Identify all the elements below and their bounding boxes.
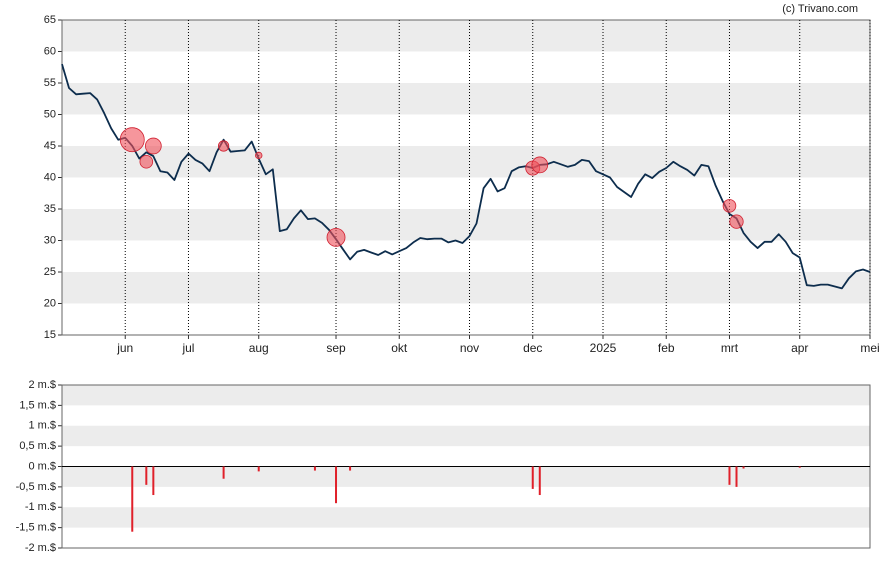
grid-band <box>62 425 870 447</box>
x-tick-label: nov <box>460 341 479 355</box>
bar <box>145 466 148 485</box>
y-tick-label: -0,5 m.$ <box>16 481 56 493</box>
x-tick-label: jul <box>181 341 194 355</box>
bubble <box>326 227 346 247</box>
grid-band <box>62 146 870 178</box>
y-tick-label: 30 <box>44 234 56 246</box>
bar <box>531 466 534 489</box>
bubble <box>144 137 162 155</box>
bubble <box>729 214 744 229</box>
x-tick-label: mei <box>860 341 879 355</box>
bubble <box>139 154 154 169</box>
y-tick-label: 1,5 m.$ <box>19 399 56 411</box>
y-tick-label: 0 m.$ <box>28 460 56 472</box>
y-tick-label: 40 <box>44 171 56 183</box>
bar <box>538 466 541 496</box>
y-tick-label: -2 m.$ <box>25 542 56 554</box>
bar <box>735 466 738 487</box>
y-tick-label: 50 <box>44 108 56 120</box>
x-tick-label: aug <box>249 341 269 355</box>
bubble <box>531 156 549 174</box>
y-tick-label: 15 <box>44 329 56 341</box>
bubble <box>722 199 737 213</box>
x-tick-label: feb <box>658 341 675 355</box>
grid-band <box>62 385 870 406</box>
grid-band <box>62 209 870 241</box>
grid-band <box>62 20 870 52</box>
x-tick-label: jun <box>116 341 133 355</box>
grid-band <box>62 507 870 528</box>
y-tick-label: 55 <box>44 77 56 89</box>
y-tick-label: 1 m.$ <box>28 420 56 432</box>
bar <box>798 466 801 468</box>
y-tick-label: -1,5 m.$ <box>16 522 56 534</box>
y-tick-label: -1 m.$ <box>25 501 56 513</box>
x-tick-label: dec <box>523 341 542 355</box>
plot-frame <box>61 19 871 336</box>
grid-band <box>62 83 870 115</box>
bar <box>728 466 731 485</box>
y-tick-label: 45 <box>44 140 56 152</box>
bar <box>349 466 352 471</box>
bar <box>131 466 134 532</box>
bar <box>313 466 316 471</box>
y-tick-label: 65 <box>44 14 56 26</box>
bar <box>335 466 338 504</box>
bar <box>742 466 745 469</box>
y-tick-label: 60 <box>44 45 56 57</box>
x-tick-label: sep <box>326 341 346 355</box>
y-tick-label: 0,5 m.$ <box>19 440 56 452</box>
credit: (c) Trivano.com <box>782 3 858 15</box>
y-tick-label: 20 <box>44 297 56 309</box>
grid-band <box>62 272 870 304</box>
x-tick-label: okt <box>391 341 408 355</box>
y-tick-label: 25 <box>44 266 56 278</box>
x-tick-label: mrt <box>721 341 739 355</box>
bubble <box>119 127 145 153</box>
grid-band <box>62 466 870 487</box>
bar <box>152 466 155 496</box>
x-tick-label: 2025 <box>590 341 617 355</box>
x-tick-label: apr <box>791 341 808 355</box>
bar <box>222 466 225 479</box>
bubble <box>217 140 230 152</box>
y-tick-label: 35 <box>44 203 56 215</box>
bar <box>257 466 260 472</box>
y-tick-label: 2 m.$ <box>28 379 56 391</box>
bubble <box>255 151 263 160</box>
